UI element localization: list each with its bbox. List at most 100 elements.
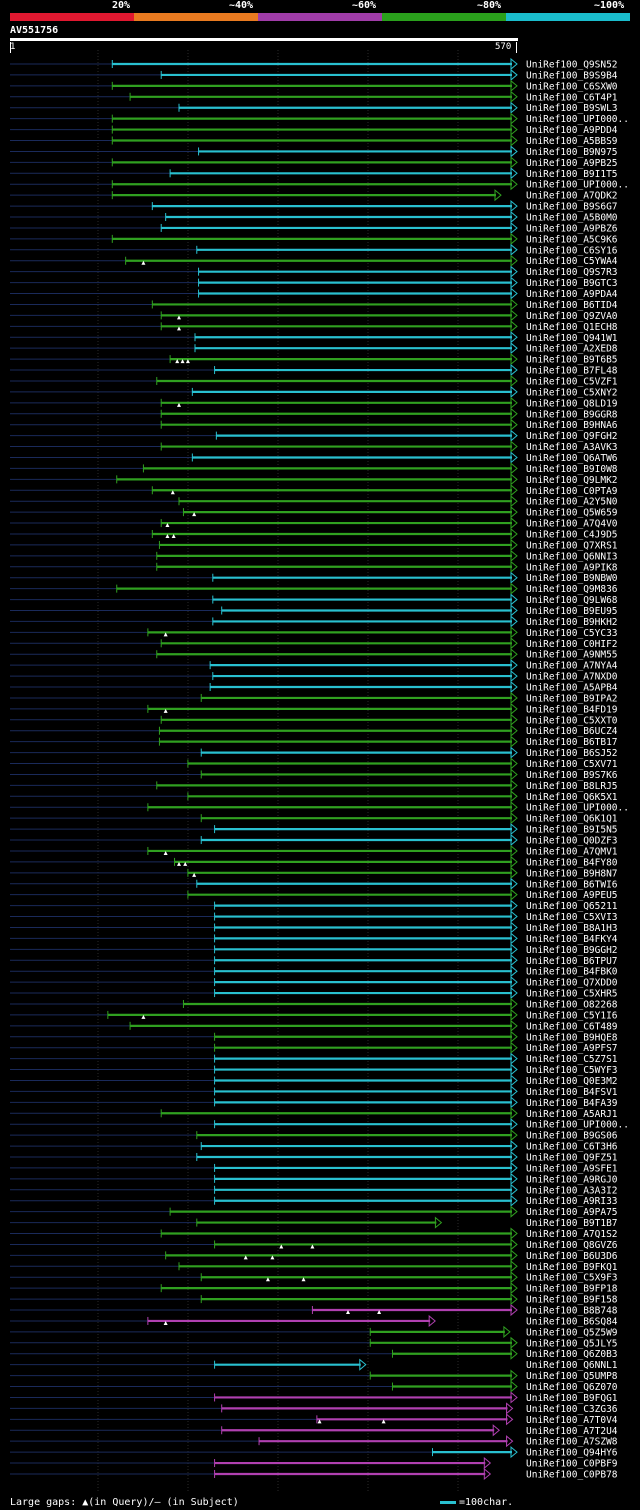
hit-label: UniRef100_B9I0W8 — [526, 464, 618, 475]
query-gap-marker — [171, 533, 176, 538]
legend-label: ~60% — [352, 0, 377, 11]
hit-end-arrow — [510, 265, 518, 278]
hit-end-arrow — [510, 1074, 518, 1087]
hit-label: UniRef100_C5Z7S1 — [526, 1054, 618, 1065]
legend-label: ~40% — [229, 0, 254, 11]
hit-end-arrow — [510, 385, 518, 398]
hit-end-arrow — [510, 331, 518, 344]
hit-end-arrow — [510, 462, 518, 475]
hit-label: UniRef100_Q5JLY5 — [526, 1338, 618, 1349]
hit-label: UniRef100_A7NYA4 — [526, 661, 618, 672]
hit-label: UniRef100_A9PEU5 — [526, 890, 618, 901]
hit-label: UniRef100_UPI000.. — [526, 180, 629, 191]
query-gap-marker — [163, 1320, 168, 1325]
hit-label: UniRef100_Q9LW68 — [526, 595, 618, 606]
hit-end-arrow — [510, 571, 518, 584]
query-gap-marker — [265, 1277, 270, 1282]
query-start-coordinate: 1 — [10, 42, 16, 52]
hit-end-arrow — [434, 1216, 443, 1229]
hit-end-arrow — [510, 309, 518, 322]
hit-end-arrow — [510, 123, 518, 136]
hit-label: UniRef100_UPI000.. — [526, 803, 629, 814]
hit-end-arrow — [510, 844, 518, 858]
hit-label: UniRef100_B4FBK0 — [526, 967, 618, 978]
hit-end-arrow — [510, 659, 518, 672]
hit-label: UniRef100_C5Y1I6 — [526, 1010, 618, 1021]
hit-label: UniRef100_B9EU95 — [526, 606, 618, 617]
hit-end-arrow — [510, 1052, 518, 1065]
query-gap-marker — [141, 260, 146, 265]
hit-label: UniRef100_C5XHR5 — [526, 989, 618, 1000]
hit-end-arrow — [510, 768, 518, 781]
hit-label: UniRef100_C0PTA9 — [526, 486, 618, 497]
hit-end-arrow — [492, 1424, 500, 1437]
hit-end-arrow — [510, 954, 518, 967]
hit-label: UniRef100_Q5Z5W9 — [526, 1327, 618, 1338]
hit-label: UniRef100_Q9M836 — [526, 584, 618, 595]
hit-label: UniRef100_B6SQ84 — [526, 1316, 618, 1327]
hit-end-arrow — [510, 145, 518, 158]
hit-label: UniRef100_Q9S7R3 — [526, 267, 618, 278]
hit-end-arrow — [510, 101, 518, 114]
hit-label: UniRef100_B9HKH2 — [526, 617, 618, 628]
hit-label: UniRef100_A9PDD4 — [526, 125, 618, 136]
query-gap-marker — [177, 315, 181, 320]
hit-end-arrow — [510, 1227, 518, 1240]
hit-end-arrow — [510, 1380, 518, 1393]
hit-label: UniRef100_B6TWI6 — [526, 879, 618, 890]
hit-end-arrow — [510, 899, 518, 912]
hit-label: UniRef100_A5B0M0 — [526, 213, 618, 224]
hit-label: UniRef100_A5C9K6 — [526, 234, 618, 245]
query-gap-marker — [270, 1255, 275, 1260]
query-end-coordinate: 570 — [495, 42, 512, 52]
query-end-tick — [516, 42, 517, 53]
hit-end-arrow — [510, 68, 518, 81]
hit-label: UniRef100_Q5UMP8 — [526, 1371, 618, 1382]
hit-end-arrow — [510, 1172, 518, 1185]
query-gap-marker — [177, 326, 181, 331]
hit-end-arrow — [510, 1391, 518, 1404]
hit-label: UniRef100_B7FL48 — [526, 366, 618, 377]
hit-label: UniRef100_B4FY80 — [526, 857, 618, 868]
hit-end-arrow — [510, 200, 518, 213]
hit-end-arrow — [510, 626, 518, 639]
hit-end-arrow — [510, 648, 518, 661]
hit-end-arrow — [510, 1205, 518, 1218]
hit-end-arrow — [510, 604, 518, 617]
hit-end-arrow — [510, 221, 518, 235]
hit-end-arrow — [510, 1303, 518, 1317]
hit-end-arrow — [510, 976, 518, 989]
hit-label: UniRef100_B9FP18 — [526, 1284, 618, 1295]
hit-end-arrow — [510, 134, 518, 147]
hit-label: UniRef100_A2XED8 — [526, 344, 618, 355]
legend-label: ~80% — [477, 0, 502, 11]
hit-end-arrow — [510, 429, 518, 442]
hit-label: UniRef100_B9HNA6 — [526, 420, 618, 431]
hit-label: UniRef100_A9PB25 — [526, 158, 618, 169]
hit-label: UniRef100_A9RI33 — [526, 1196, 618, 1207]
hit-label: UniRef100_B6TPU7 — [526, 956, 618, 967]
hit-end-arrow — [494, 189, 502, 202]
hit-end-arrow — [510, 1336, 518, 1349]
hit-label: UniRef100_A7QDK2 — [526, 191, 618, 202]
hit-end-arrow — [510, 670, 518, 683]
hit-label: UniRef100_C6T489 — [526, 1021, 618, 1032]
hit-end-arrow — [510, 407, 518, 420]
hit-label: UniRef100_B8B748 — [526, 1306, 618, 1317]
legend-swatch — [134, 13, 258, 21]
hit-end-arrow — [510, 484, 518, 497]
query-gap-marker — [310, 1244, 315, 1249]
hit-label: UniRef100_Q0E3M2 — [526, 1076, 618, 1087]
hit-end-arrow — [510, 1249, 518, 1262]
hit-label: UniRef100_C3ZG36 — [526, 1404, 618, 1415]
hit-label: UniRef100_B9GS06 — [526, 1131, 618, 1142]
hit-end-arrow — [510, 254, 518, 267]
hit-end-arrow — [510, 932, 518, 945]
hit-end-arrow — [510, 735, 518, 748]
hit-label: UniRef100_Q65211 — [526, 901, 618, 912]
hit-end-arrow — [510, 342, 518, 355]
hit-label: UniRef100_A7SZW8 — [526, 1437, 618, 1448]
hit-end-arrow — [510, 965, 518, 978]
hit-end-arrow — [510, 680, 518, 694]
